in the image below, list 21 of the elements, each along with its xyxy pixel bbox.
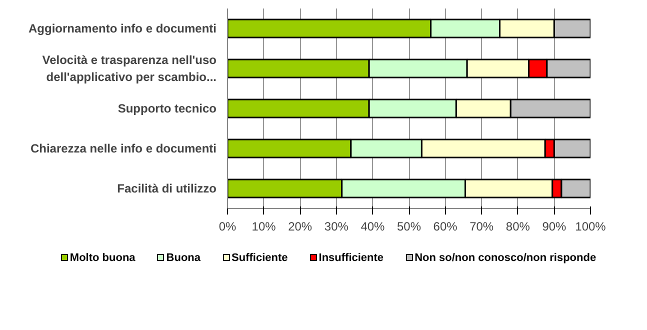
legend-label: Molto buona [68, 251, 136, 266]
legend-label: Buona [165, 251, 201, 266]
y-tick-label: Velocità e trasparenza nell'uso dell'applicativo per scambio... [42, 53, 217, 84]
x-tick-label: 0% [218, 220, 236, 234]
x-tick-label: 10% [252, 220, 276, 234]
y-tick-label: Facilità di utilizzo [117, 182, 217, 196]
x-tick-label: 90% [542, 220, 567, 234]
y-tick-label: Chiarezza nelle info e documenti [30, 142, 217, 156]
x-tick-label: 20% [288, 220, 312, 234]
x-tick-label: 60% [433, 220, 458, 234]
y-tick-label: Aggiornamento info e documenti [28, 22, 216, 36]
legend-label: Insufficiente [318, 251, 384, 266]
x-tick-label: 40% [360, 220, 386, 234]
x-tick-label: 100% [575, 220, 606, 234]
x-tick-label: 70% [470, 220, 494, 234]
legend-label: Sufficiente [230, 251, 288, 266]
x-tick-label: 30% [324, 220, 349, 234]
y-tick-label: Supporto tecnico [118, 102, 217, 116]
x-tick-label: 50% [396, 220, 422, 234]
legend-label: Non so/non conosco/non risponde [414, 251, 596, 266]
x-tick-label: 80% [506, 220, 530, 234]
